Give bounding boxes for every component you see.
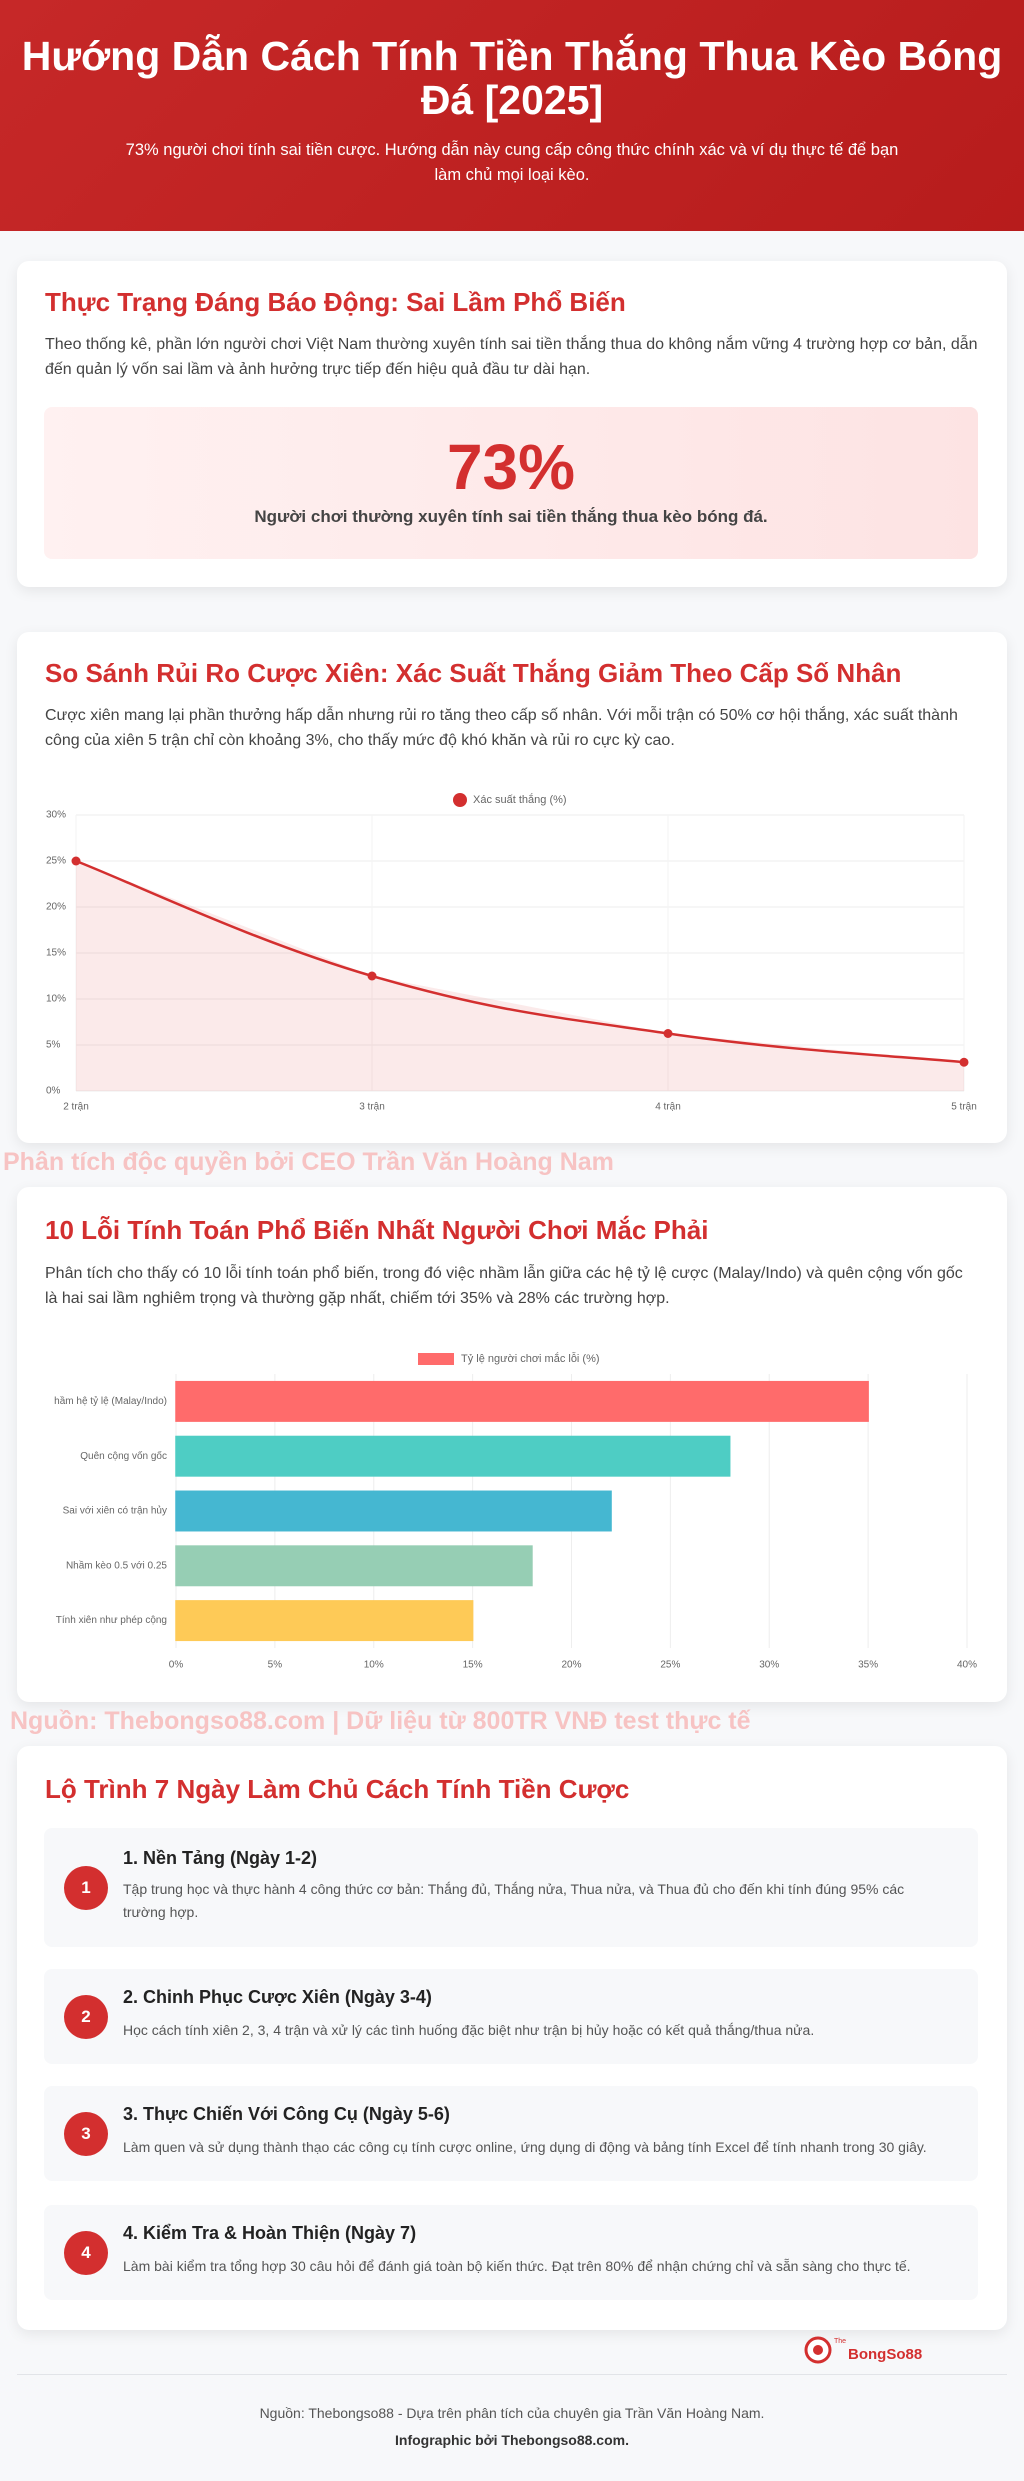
line-chart: 0% 5% 10% 15% 20% 25% 30% 2 trận 3 trận 4 trận 5 t… — [46, 793, 977, 1113]
legend-swatch — [418, 1353, 454, 1365]
divider — [17, 2374, 1007, 2375]
page-title: Hướng Dẫn Cách Tính Tiền Thắng Thua Kèo … — [21, 33, 1003, 123]
section-heading: Lộ Trình 7 Ngày Làm Chủ Cách Tính Tiền C… — [45, 1774, 630, 1804]
x-tick-label: 10% — [364, 1660, 384, 1671]
y-tick-label: 5% — [46, 1040, 61, 1051]
line — [75, 859, 965, 1064]
step-number: 1 — [64, 1865, 108, 1910]
legend-swatch — [453, 793, 467, 807]
y-tick-label: 30% — [46, 810, 66, 821]
section-text: Cược xiên mang lại phần thưởng hấp dẫn n… — [45, 707, 958, 749]
bar — [175, 1435, 731, 1477]
legend-label: Tỷ lệ người chơi mắc lỗi (%) — [461, 1352, 600, 1365]
watermark: Nguồn: Thebongso88.com | Dữ liệu từ 800T… — [10, 1707, 751, 1735]
bar — [175, 1545, 533, 1587]
point — [367, 971, 377, 981]
watermark: Phân tích độc quyền bởi CEO Trần Văn Hoà… — [3, 1148, 614, 1176]
step-number: 2 — [64, 1994, 108, 2039]
step-number: 4 — [64, 2230, 108, 2275]
y-tick-label: 10% — [46, 994, 66, 1005]
y-tick-label: Tính xiên như phép cộng — [56, 1615, 167, 1626]
logo: The BongSo88 — [804, 2336, 924, 2366]
point — [959, 1057, 969, 1067]
x-tick-label: 0% — [169, 1660, 184, 1671]
y-tick-label: 25% — [46, 856, 66, 867]
y-tick-label: 20% — [46, 902, 66, 913]
y-tick-label: hầm hệ tỷ lệ (Malay/Indo) — [54, 1395, 167, 1407]
footer-source: Nguồn: Thebongso88 - Dựa trên phân tích … — [259, 2405, 765, 2421]
section-heading: So Sánh Rủi Ro Cược Xiên: Xác Suất Thắng… — [45, 658, 902, 688]
x-tick-label: 15% — [463, 1660, 483, 1671]
point — [663, 1029, 673, 1038]
section-text: Theo thống kê, phần lớn người chơi Việt … — [45, 336, 978, 378]
logo-name: BongSo88 — [848, 2346, 923, 2363]
x-tick-label: 3 trận — [359, 1102, 385, 1113]
step-title: 1. Nền Tảng (Ngày 1-2) — [123, 1848, 318, 1868]
x-tick-label: 20% — [561, 1660, 581, 1671]
x-tick-label: 25% — [660, 1660, 680, 1671]
step-title: 4. Kiểm Tra & Hoàn Thiện (Ngày 7) — [123, 2223, 417, 2243]
x-tick-label: 2 trận — [63, 1102, 89, 1113]
step: 3 3. Thực Chiến Với Công Cụ (Ngày 5-6) Làm… — [44, 2086, 978, 2181]
step-text: Học cách tính xiên 2, 3, 4 trận và xử lý… — [123, 2022, 815, 2038]
x-tick-label: 40% — [957, 1660, 977, 1671]
step-text: Làm quen và sử dụng thành thạo các công … — [123, 2139, 927, 2155]
step-text: Tập trung học và thực hành 4 công thức c… — [123, 1881, 905, 1920]
card: So Sánh Rủi Ro Cược Xiên: Xác Suất Thắng… — [17, 632, 1007, 1143]
y-tick-label: Sai với xiên có trận hủy — [63, 1505, 167, 1517]
area — [76, 861, 964, 1091]
step-number: 3 — [64, 2111, 108, 2156]
y-tick-label: Nhầm kèo 0.5 với 0.25 — [66, 1559, 167, 1571]
step: 1 1. Nền Tảng (Ngày 1-2) Tập trung học và … — [44, 1828, 978, 1947]
footer-credit: Infographic bởi Thebongso88.com. — [395, 2432, 629, 2448]
point — [71, 856, 81, 866]
section-text: Phân tích cho thấy có 10 lỗi tính toán p… — [45, 1265, 963, 1307]
stat-number: 73% — [446, 431, 576, 503]
bar — [175, 1490, 612, 1532]
subtitle: 73% người chơi tính sai tiền cược. Hướng… — [125, 141, 899, 184]
y-tick-label: 15% — [46, 948, 66, 959]
x-tick-label: 4 trận — [655, 1102, 681, 1113]
header: Hướng Dẫn Cách Tính Tiền Thắng Thua Kèo … — [0, 0, 1024, 231]
step-text: Làm bài kiểm tra tổng hợp 30 câu hỏi để … — [123, 2258, 911, 2274]
section-heading: Thực Trạng Đáng Báo Động: Sai Lầm Phổ Bi… — [45, 287, 626, 317]
y-tick-label: Quên cộng vốn gốc — [80, 1450, 167, 1462]
x-tick-label: 5% — [268, 1660, 283, 1671]
stat-caption: Người chơi thường xuyên tính sai tiền th… — [254, 507, 768, 526]
card: Lộ Trình 7 Ngày Làm Chủ Cách Tính Tiền C… — [17, 1746, 1007, 2330]
step-title: 2. Chinh Phục Cược Xiên (Ngày 3-4) — [123, 1987, 432, 2007]
legend-label: Xác suất thắng (%) — [473, 793, 567, 806]
x-tick-label: 5 trận — [951, 1102, 977, 1113]
step-title: 3. Thực Chiến Với Công Cụ (Ngày 5-6) — [123, 2104, 450, 2124]
y-tick-label: 0% — [46, 1086, 61, 1097]
step: 4 4. Kiểm Tra & Hoàn Thiện (Ngày 7) Làm bà… — [44, 2205, 978, 2300]
bar — [175, 1380, 869, 1422]
section-heading: 10 Lỗi Tính Toán Phổ Biến Nhất Người Chơ… — [45, 1215, 709, 1245]
x-tick-label: 35% — [858, 1660, 878, 1671]
bar-chart: 0% 5% 10% 15% 20% 25% 30% 35% 40% hầm hệ tỷ lệ (M… — [54, 1352, 977, 1671]
x-tick-label: 30% — [759, 1660, 779, 1671]
card: Thực Trạng Đáng Báo Động: Sai Lầm Phổ Bi… — [17, 261, 1007, 587]
bar — [175, 1600, 474, 1642]
step: 2 2. Chinh Phục Cược Xiên (Ngày 3-4) Học c… — [44, 1969, 978, 2064]
logo-ball — [804, 2336, 832, 2364]
logo-prefix: The — [834, 2338, 847, 2345]
stat-box: 73% Người chơi thường xuyên tính sai tiề… — [44, 407, 978, 559]
